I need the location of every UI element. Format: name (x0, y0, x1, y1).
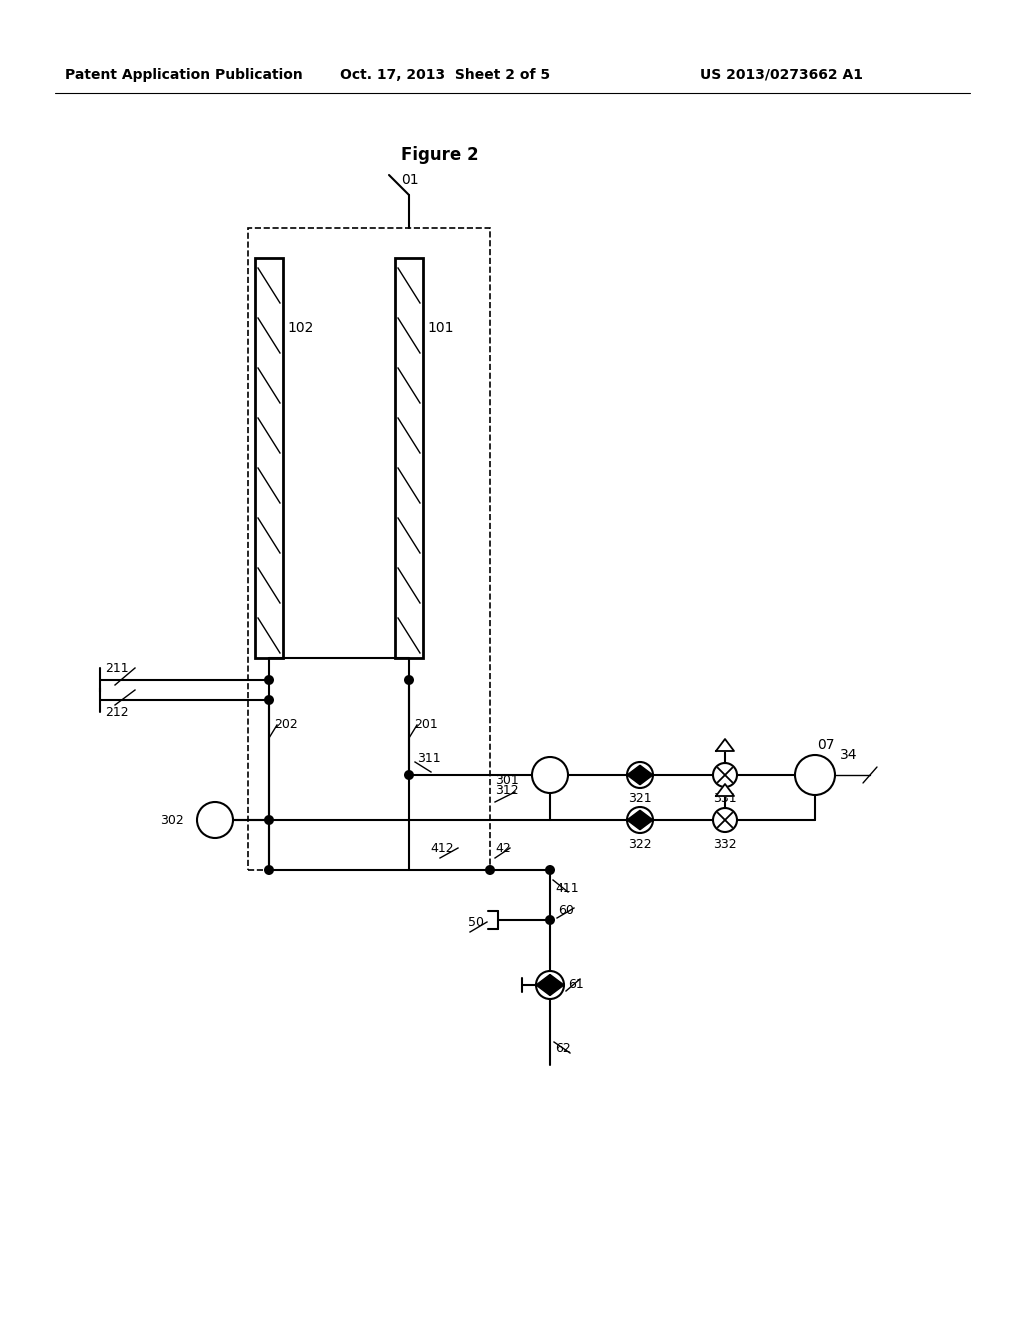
Text: 202: 202 (274, 718, 298, 731)
Circle shape (627, 807, 653, 833)
Circle shape (264, 696, 274, 705)
Bar (395, 257, 423, 657)
Text: Patent Application Publication: Patent Application Publication (65, 69, 303, 82)
Text: 302: 302 (160, 813, 183, 826)
Text: 211: 211 (105, 661, 129, 675)
Polygon shape (716, 784, 734, 796)
Circle shape (545, 915, 555, 925)
Text: 321: 321 (628, 792, 651, 805)
Circle shape (713, 763, 737, 787)
Text: 331: 331 (713, 792, 736, 805)
Circle shape (264, 814, 274, 825)
Circle shape (264, 675, 274, 685)
Text: 412: 412 (430, 842, 454, 854)
Polygon shape (627, 810, 640, 830)
Circle shape (264, 865, 274, 875)
Circle shape (404, 675, 414, 685)
Text: Oct. 17, 2013  Sheet 2 of 5: Oct. 17, 2013 Sheet 2 of 5 (340, 69, 550, 82)
Text: 311: 311 (417, 751, 440, 764)
Text: 101: 101 (427, 321, 454, 335)
Text: 332: 332 (713, 837, 736, 850)
Circle shape (713, 808, 737, 832)
Text: 312: 312 (495, 784, 518, 796)
Circle shape (485, 865, 495, 875)
Text: 42: 42 (495, 842, 511, 854)
Text: 301: 301 (495, 774, 519, 787)
Text: 60: 60 (558, 903, 573, 916)
Circle shape (795, 755, 835, 795)
Circle shape (532, 756, 568, 793)
Circle shape (404, 770, 414, 780)
Text: 01: 01 (401, 173, 419, 187)
Text: Figure 2: Figure 2 (401, 147, 479, 164)
Polygon shape (716, 739, 734, 751)
Text: 411: 411 (555, 882, 579, 895)
Text: 34: 34 (840, 748, 857, 762)
Bar (248, 228, 490, 870)
Polygon shape (536, 974, 550, 995)
Circle shape (197, 803, 233, 838)
Text: 322: 322 (628, 837, 651, 850)
Polygon shape (627, 766, 640, 785)
Polygon shape (640, 810, 653, 830)
Text: 07: 07 (817, 738, 835, 752)
Text: 201: 201 (414, 718, 437, 731)
Circle shape (536, 972, 564, 999)
Circle shape (627, 762, 653, 788)
Polygon shape (640, 766, 653, 785)
Text: 212: 212 (105, 705, 129, 718)
Polygon shape (550, 974, 564, 995)
Circle shape (545, 865, 555, 875)
Text: 61: 61 (568, 978, 584, 991)
Text: 102: 102 (287, 321, 313, 335)
Text: 62: 62 (555, 1041, 570, 1055)
Bar (255, 257, 283, 657)
Text: US 2013/0273662 A1: US 2013/0273662 A1 (700, 69, 863, 82)
Text: 50: 50 (468, 916, 484, 928)
